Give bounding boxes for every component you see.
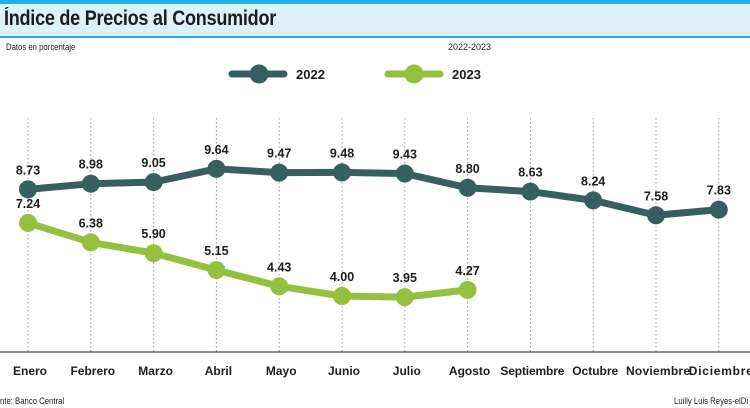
data-point-2023 <box>144 244 163 263</box>
data-label-2023: 4.43 <box>267 260 291 274</box>
chart-period: 2022-2023 <box>448 42 492 52</box>
data-label-2022: 7.83 <box>707 184 731 198</box>
data-point-2022 <box>144 173 163 192</box>
data-point-2023 <box>333 287 351 305</box>
x-tick-label: Junio <box>328 364 360 378</box>
data-label-2022: 8.98 <box>79 158 103 172</box>
data-point-2022 <box>521 182 540 201</box>
data-label-2022: 9.48 <box>330 146 354 160</box>
data-label-2022: 9.47 <box>267 147 291 161</box>
title-bar-bottom-rule <box>0 36 750 38</box>
data-label-2022: 9.43 <box>393 148 417 162</box>
data-label-2023: 6.38 <box>79 216 103 230</box>
data-point-2023 <box>458 280 477 299</box>
data-label-2023: 7.24 <box>16 197 40 211</box>
data-label-2023: 5.90 <box>141 227 165 241</box>
series-line-2022 <box>24 165 723 219</box>
data-point-2023 <box>81 233 100 252</box>
x-tick-label: Mayo <box>266 364 297 378</box>
legend-label-2023: 2023 <box>452 67 481 82</box>
x-tick-label: Abril <box>205 364 232 378</box>
data-label-2022: 9.64 <box>204 143 228 157</box>
data-label-2022: 7.58 <box>644 189 668 203</box>
x-tick-label: Julio <box>393 364 421 378</box>
x-tick-label: Septiembre <box>500 364 564 378</box>
x-tick-label: Agosto <box>449 364 490 378</box>
x-tick-label: Diciembre <box>689 364 750 378</box>
data-label-2023: 4.00 <box>330 270 354 284</box>
legend-marker-2023 <box>404 64 424 84</box>
data-point-2022 <box>333 163 351 182</box>
chart-subtitle: Datos en porcentaje <box>6 42 76 52</box>
data-label-2022: 8.63 <box>518 166 542 180</box>
legend-label-2022: 2022 <box>296 67 325 82</box>
data-label-2022: 8.24 <box>581 174 605 188</box>
data-point-2023 <box>395 288 414 307</box>
x-tick-label: Marzo <box>138 364 173 378</box>
series-line-2023 <box>24 219 472 301</box>
data-point-2022 <box>458 178 477 197</box>
data-point-2022 <box>81 174 100 193</box>
data-label-2022: 8.80 <box>455 162 479 176</box>
data-point-2022 <box>647 206 665 225</box>
data-label-2022: 8.73 <box>16 163 40 177</box>
data-point-2022 <box>207 159 226 178</box>
data-point-2022 <box>270 163 289 182</box>
data-label-2023: 5.15 <box>204 244 228 258</box>
title-bar-top-rule <box>0 0 750 4</box>
legend-marker-2022 <box>249 64 269 84</box>
x-tick-label: Febrero <box>70 364 115 378</box>
source-note: nte: Banco Central <box>0 396 65 406</box>
data-point-2022 <box>709 200 728 219</box>
x-tick-label: Octubre <box>572 364 618 378</box>
data-point-2023 <box>207 261 226 280</box>
x-tick-label: Enero <box>13 364 47 378</box>
chart-title: Índice de Precios al Consumidor <box>4 7 277 30</box>
data-point-2022 <box>19 180 37 199</box>
x-tick-label: Noviembre <box>626 364 690 378</box>
data-label-2023: 3.95 <box>393 271 417 285</box>
data-label-2023: 4.27 <box>455 264 479 278</box>
author-credit: Luilly Luis Reyes-elDi <box>673 396 748 406</box>
title-bar: Índice de Precios al Consumidor <box>0 0 750 38</box>
data-point-2023 <box>19 213 37 232</box>
data-label-2022: 9.05 <box>141 156 165 170</box>
data-point-2022 <box>395 164 414 183</box>
data-point-2022 <box>584 191 603 210</box>
data-point-2023 <box>270 277 289 296</box>
